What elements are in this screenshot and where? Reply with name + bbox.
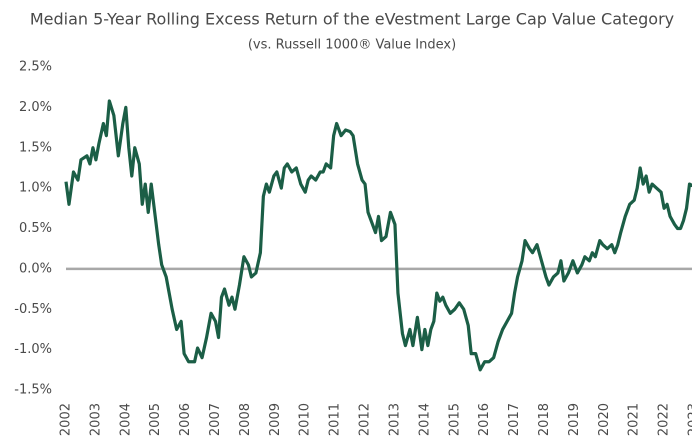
y-tick-label: 0.0% [19,261,52,276]
x-tick-label: 2017 [507,403,522,436]
x-tick-label: 2005 [148,403,163,436]
y-tick-label: -0.5% [14,302,52,317]
x-tick-label: 2008 [238,403,253,436]
x-tick-label: 2015 [447,403,462,436]
x-tick-label: 2013 [387,403,402,436]
data-line [64,99,692,372]
x-tick-label: 2020 [597,403,612,436]
x-tick-label: 2004 [118,403,133,436]
x-tick-label: 2010 [298,403,313,436]
x-tick-label: 2002 [59,403,74,436]
x-tick-label: 2021 [627,403,642,436]
x-tick-label: 2014 [417,403,432,436]
chart-title: Median 5-Year Rolling Excess Return of t… [30,10,674,29]
y-tick-label: 2.5% [19,60,52,75]
x-tick-label: 2018 [537,403,552,436]
y-tick-label: 2.0% [19,100,52,115]
y-tick-label: 1.5% [19,140,52,155]
y-tick-label: 1.0% [19,181,52,196]
chart-subtitle: (vs. Russell 1000® Value Index) [248,38,456,53]
x-tick-label: 2007 [208,403,223,436]
x-tick-label: 2006 [178,403,193,436]
x-tick-label: 2022 [657,403,672,436]
x-tick-label: 2003 [88,403,103,436]
x-tick-label: 2009 [268,403,283,436]
y-tick-label: 0.5% [19,221,52,236]
x-tick-label: 2016 [477,403,492,436]
x-tick-label: 2019 [567,403,582,436]
x-tick-label: 2023 [687,403,692,436]
x-tick-label: 2012 [358,403,373,436]
y-tick-label: -1.5% [14,383,52,398]
x-tick-label: 2011 [328,403,343,436]
y-tick-label: -1.0% [14,342,52,357]
